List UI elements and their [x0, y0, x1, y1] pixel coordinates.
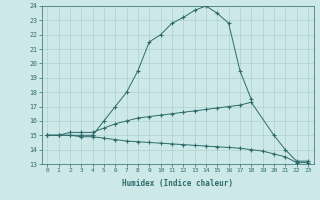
X-axis label: Humidex (Indice chaleur): Humidex (Indice chaleur) [122, 179, 233, 188]
